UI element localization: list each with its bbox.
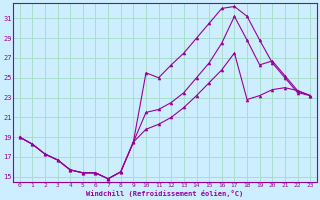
- X-axis label: Windchill (Refroidissement éolien,°C): Windchill (Refroidissement éolien,°C): [86, 190, 244, 197]
